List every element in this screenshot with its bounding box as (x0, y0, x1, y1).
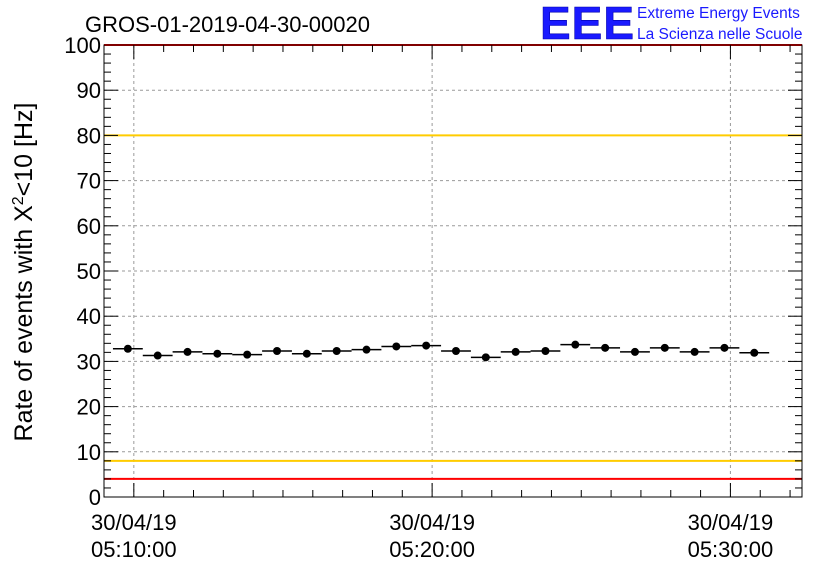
data-point (660, 343, 669, 352)
data-point (511, 347, 520, 356)
data-point (481, 353, 490, 362)
x-tick-label-date: 30/04/19 (389, 510, 475, 535)
data-point (750, 348, 759, 357)
y-axis-label-superscript: 2 (10, 196, 27, 205)
data-point (213, 349, 222, 358)
x-tick-label-time: 05:30:00 (688, 537, 774, 562)
y-tick-label: 10 (77, 440, 101, 465)
y-tick-label: 20 (77, 395, 101, 420)
y-axis-label-main: Rate of events with X (10, 205, 38, 442)
data-point (183, 347, 192, 356)
data-point (422, 341, 431, 350)
data-point (302, 349, 311, 358)
x-tick-label-time: 05:20:00 (389, 537, 475, 562)
y-tick-label: 50 (77, 259, 101, 284)
data-points (112, 340, 770, 362)
y-axis-label-rest: <10 [Hz] (10, 103, 38, 197)
x-tick-label-date: 30/04/19 (688, 510, 774, 535)
data-point (690, 347, 699, 356)
y-tick-label: 30 (77, 349, 101, 374)
data-point (273, 347, 282, 356)
eee-logo: EEE Extreme Energy Events La Scienza nel… (540, 0, 803, 49)
data-point (601, 343, 610, 352)
data-point (392, 342, 401, 351)
y-tick-label: 90 (77, 78, 101, 103)
y-axis-label: Rate of events with X2<10 [Hz] (10, 103, 38, 442)
axis-ticks (103, 44, 802, 498)
y-tick-label: 60 (77, 214, 101, 239)
data-point (571, 340, 580, 349)
logo-line-1: Extreme Energy Events (637, 5, 800, 22)
y-tick-label: 0 (89, 485, 101, 510)
data-point (451, 347, 460, 356)
logo-line-2: La Scienza nelle Scuole (637, 26, 802, 43)
data-point (332, 347, 341, 356)
logo-mark: EEE (540, 0, 635, 49)
data-point (362, 345, 371, 354)
data-point (541, 347, 550, 356)
x-tick-label-time: 05:10:00 (91, 537, 177, 562)
y-tick-label: 40 (77, 304, 101, 329)
chart-title: GROS-01-2019-04-30-00020 (85, 12, 370, 37)
data-point (243, 350, 252, 359)
x-tick-label-date: 30/04/19 (91, 510, 177, 535)
data-point (720, 343, 729, 352)
data-point (123, 344, 132, 353)
y-tick-label: 70 (77, 169, 101, 194)
y-tick-label: 100 (64, 33, 101, 58)
y-tick-label: 80 (77, 123, 101, 148)
tick-labels: 010203040506070809010030/04/1905:10:0030… (64, 33, 773, 562)
data-point (630, 347, 639, 356)
data-point (153, 351, 162, 360)
